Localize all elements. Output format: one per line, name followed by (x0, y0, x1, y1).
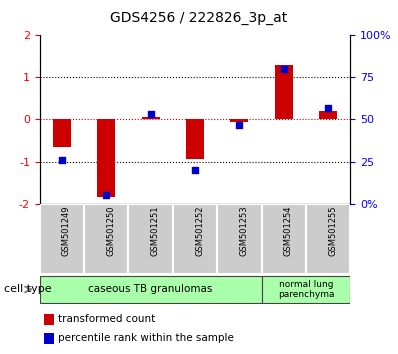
Text: GSM501255: GSM501255 (328, 206, 337, 256)
Text: normal lung
parenchyma: normal lung parenchyma (278, 280, 334, 299)
Text: caseous TB granulomas: caseous TB granulomas (88, 284, 213, 295)
Bar (40, 204, 84, 274)
Point (192, 167, 198, 173)
Bar (40, 276, 261, 303)
Text: GSM501249: GSM501249 (62, 206, 71, 256)
Bar (98, 120, 115, 197)
Text: GSM501254: GSM501254 (284, 206, 293, 256)
Bar (186, 120, 204, 159)
Bar (306, 204, 350, 274)
Text: GSM501252: GSM501252 (195, 206, 204, 256)
Point (59, 157, 65, 163)
Bar (230, 120, 248, 121)
Text: transformed count: transformed count (58, 314, 155, 324)
Point (281, 66, 287, 72)
Point (148, 112, 154, 117)
Bar (275, 65, 293, 120)
Point (325, 105, 331, 110)
Text: cell type: cell type (4, 284, 52, 295)
Text: GDS4256 / 222826_3p_at: GDS4256 / 222826_3p_at (110, 11, 288, 25)
Text: GSM501250: GSM501250 (106, 206, 115, 256)
Text: percentile rank within the sample: percentile rank within the sample (58, 333, 234, 343)
Bar (84, 204, 129, 274)
Point (236, 122, 242, 127)
Bar (261, 204, 306, 274)
Bar (53, 120, 71, 147)
Bar (173, 204, 217, 274)
Bar (142, 118, 160, 120)
Text: GSM501251: GSM501251 (151, 206, 160, 256)
Bar (129, 204, 173, 274)
Bar (319, 111, 337, 120)
Point (103, 192, 109, 198)
Bar (261, 276, 350, 303)
Text: GSM501253: GSM501253 (239, 206, 248, 256)
Bar (217, 204, 261, 274)
